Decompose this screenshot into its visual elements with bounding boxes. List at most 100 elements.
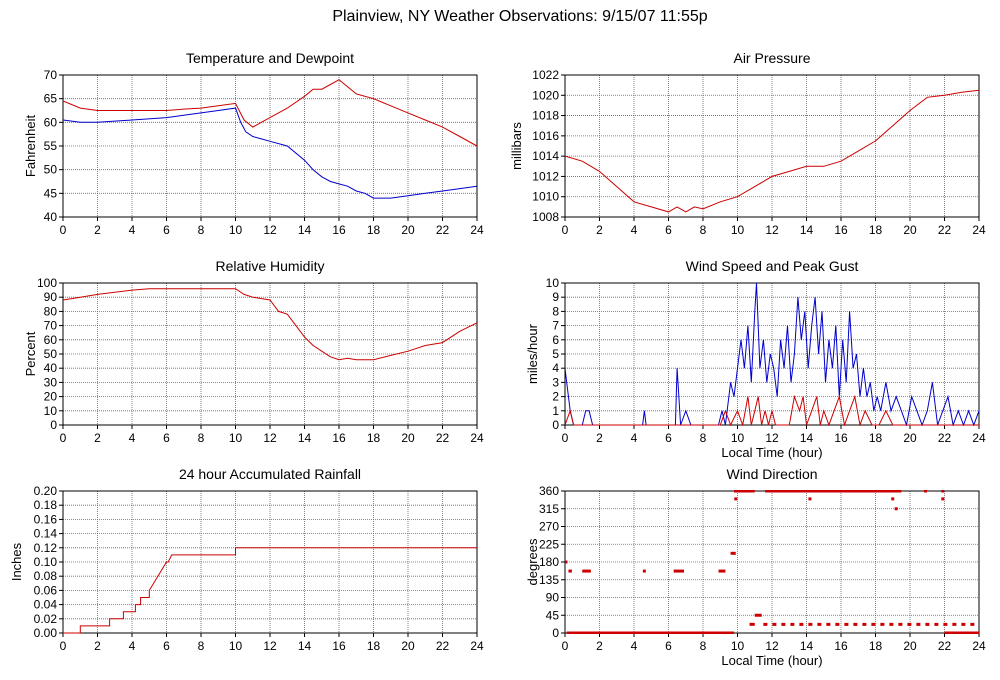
pressure-ytick-label: 1018 (532, 109, 559, 123)
rainfall-xtick-label: 10 (229, 639, 243, 653)
rainfall-data (63, 547, 477, 634)
wind_direction-ytick-label: 45 (546, 608, 560, 622)
temperature-ytick-label: 50 (44, 163, 58, 177)
humidity-xtick-label: 14 (298, 431, 312, 445)
pressure-xtick-label: 12 (765, 223, 779, 237)
wind_speed-xtick-label: 0 (562, 431, 569, 445)
pressure-title: Air Pressure (733, 50, 810, 66)
temperature-ytick-label: 60 (44, 115, 58, 129)
wind_direction-point (891, 497, 895, 501)
rainfall-xtick-label: 8 (198, 639, 205, 653)
temperature-xtick-label: 2 (94, 223, 101, 237)
wind_direction-point (565, 560, 568, 564)
pressure-xtick-label: 22 (938, 223, 952, 237)
wind_speed-xtick-label: 24 (972, 431, 986, 445)
rainfall-ytick-label: 0.14 (34, 527, 58, 541)
temperature-data (63, 79, 477, 199)
wind_direction-xtick-label: 8 (700, 639, 707, 653)
humidity-xtick-label: 22 (436, 431, 450, 445)
pressure-xtick-label: 16 (834, 223, 848, 237)
temperature-xtick-label: 10 (229, 223, 243, 237)
rainfall-xtick-label: 22 (436, 639, 450, 653)
temperature-xtick-label: 22 (436, 223, 450, 237)
temperature-ylabel: Fahrenheit (23, 115, 38, 178)
wind_direction-xtick-label: 14 (800, 639, 814, 653)
pressure-ytick-label: 1008 (532, 210, 559, 224)
wind_direction-ytick-label: 180 (539, 555, 559, 569)
temperature-title: Temperature and Dewpoint (186, 50, 354, 66)
rainfall-ytick-label: 0.12 (34, 541, 58, 555)
rainfall-xtick-label: 6 (163, 639, 170, 653)
wind_speed-ytick-label: 0 (552, 418, 559, 432)
pressure-ytick-label: 1022 (532, 68, 559, 82)
rainfall-ytick-label: 0.20 (34, 484, 58, 498)
humidity-xtick-label: 16 (332, 431, 346, 445)
wind_speed-ytick-label: 2 (552, 390, 559, 404)
wind_direction-data (565, 490, 979, 634)
wind_direction-xtick-label: 20 (903, 639, 917, 653)
humidity-title: Relative Humidity (216, 258, 325, 274)
rainfall-xtick-label: 2 (94, 639, 101, 653)
humidity-xtick-label: 10 (229, 431, 243, 445)
rainfall-xtick-label: 4 (129, 639, 136, 653)
temperature-series-0-line (63, 79, 477, 147)
rainfall-ytick-label: 0.04 (34, 598, 58, 612)
wind_speed-xtick-label: 18 (869, 431, 883, 445)
wind_speed-xtick-label: 14 (800, 431, 814, 445)
humidity-ytick-label: 80 (44, 304, 58, 318)
pressure-xtick-label: 8 (700, 223, 707, 237)
wind_speed-ytick-label: 4 (552, 361, 559, 375)
pressure-xtick-label: 14 (800, 223, 814, 237)
humidity-ytick-label: 60 (44, 333, 58, 347)
wind_speed-xtick-label: 10 (731, 431, 745, 445)
wind_speed-ytick-label: 5 (552, 347, 559, 361)
humidity-ytick-label: 100 (37, 276, 57, 290)
humidity-xtick-label: 24 (470, 431, 484, 445)
humidity-xtick-label: 8 (198, 431, 205, 445)
humidity-ytick-label: 20 (44, 390, 58, 404)
temperature-xtick-label: 8 (198, 223, 205, 237)
wind_direction-xtick-label: 10 (731, 639, 745, 653)
wind_direction-point (894, 507, 898, 511)
humidity-data (63, 288, 477, 361)
temperature-ytick-label: 45 (44, 186, 58, 200)
wind_speed-xtick-label: 16 (834, 431, 848, 445)
wind_speed-ytick-label: 1 (552, 404, 559, 418)
wind_direction-xtick-label: 12 (765, 639, 779, 653)
wind_speed-xtick-label: 12 (765, 431, 779, 445)
rainfall-ytick-label: 0.10 (34, 555, 58, 569)
humidity-ytick-label: 0 (50, 418, 57, 432)
temperature-xtick-label: 0 (60, 223, 67, 237)
pressure-xtick-label: 4 (631, 223, 638, 237)
wind_direction-ytick-label: 225 (539, 537, 559, 551)
humidity-ytick-label: 70 (44, 319, 58, 333)
pressure-ytick-label: 1010 (532, 190, 559, 204)
humidity-ytick-label: 40 (44, 361, 58, 375)
humidity-ytick-label: 30 (44, 375, 58, 389)
temperature-xtick-label: 14 (298, 223, 312, 237)
pressure-ytick-label: 1016 (532, 129, 559, 143)
wind_speed-xtick-label: 6 (665, 431, 672, 445)
rainfall-xtick-label: 24 (470, 639, 484, 653)
wind_direction-ytick-label: 0 (552, 626, 559, 640)
rainfall-title: 24 hour Accumulated Rainfall (179, 466, 361, 482)
wind_direction-xtick-label: 16 (834, 639, 848, 653)
wind_speed-xlabel: Local Time (hour) (721, 445, 822, 460)
wind_speed-xtick-label: 2 (596, 431, 603, 445)
wind_direction-title: Wind Direction (726, 466, 817, 482)
wind_speed-xtick-label: 8 (700, 431, 707, 445)
temperature-xtick-label: 4 (129, 223, 136, 237)
rainfall-ytick-label: 0.02 (34, 612, 58, 626)
humidity-xtick-label: 4 (129, 431, 136, 445)
humidity-xtick-label: 6 (163, 431, 170, 445)
rainfall-ytick-label: 0.00 (34, 626, 58, 640)
wind_direction-ytick-label: 135 (539, 573, 559, 587)
rainfall-series-0-line (63, 547, 477, 634)
wind_speed-title: Wind Speed and Peak Gust (686, 258, 859, 274)
wind_speed-series-1-line (565, 394, 979, 426)
